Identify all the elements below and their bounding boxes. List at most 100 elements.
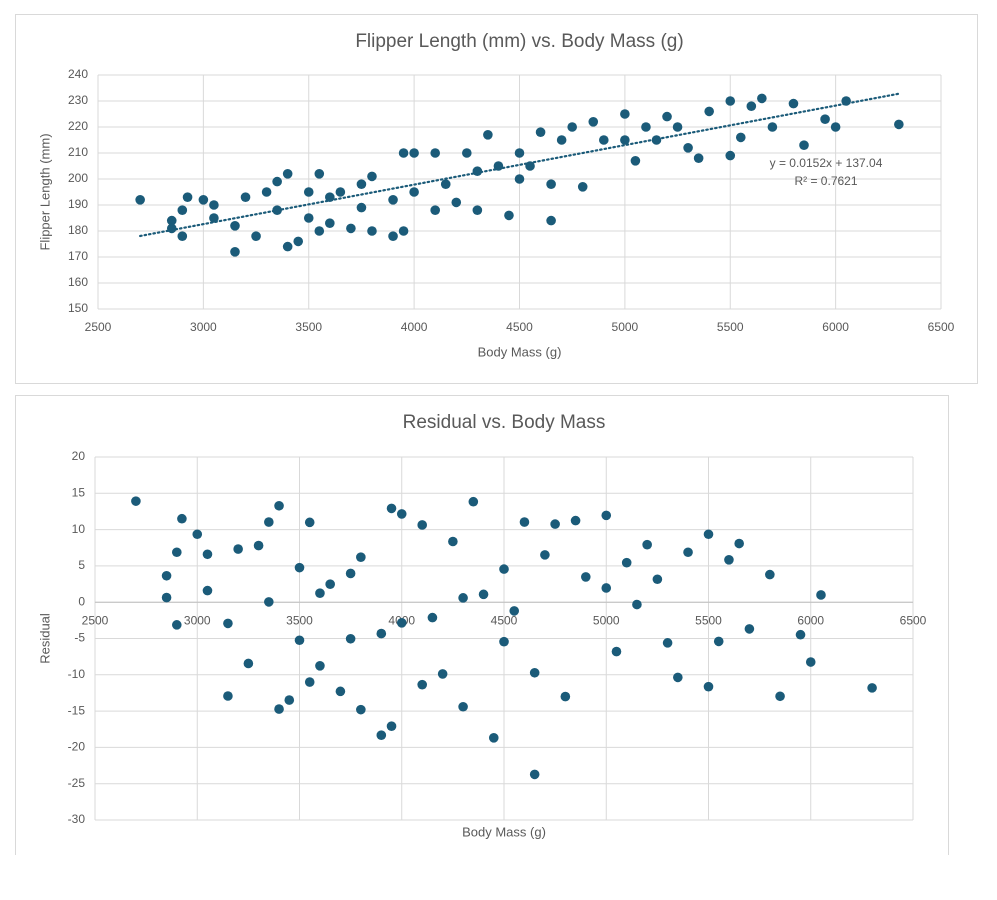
data-point — [356, 202, 367, 213]
y-tick-label: 200 — [68, 171, 88, 185]
data-point — [386, 721, 397, 732]
y-tick-label: -5 — [74, 631, 85, 645]
data-point — [703, 681, 714, 692]
y-tick-label: -10 — [68, 667, 86, 681]
data-point — [367, 171, 377, 182]
x-tick-label: 5500 — [717, 320, 744, 334]
data-point — [356, 179, 367, 189]
data-point — [570, 515, 581, 526]
data-point — [272, 176, 282, 187]
data-point — [314, 226, 325, 236]
data-point — [546, 215, 556, 226]
y-tick-label: -20 — [68, 740, 86, 754]
data-point — [356, 704, 366, 715]
data-point — [820, 114, 830, 124]
y-tick-label: -30 — [68, 812, 86, 826]
data-point — [588, 117, 599, 127]
data-point — [816, 590, 826, 600]
data-point — [166, 215, 177, 226]
data-point — [611, 646, 622, 657]
data-point — [325, 218, 335, 228]
data-point — [177, 205, 188, 215]
data-point — [462, 148, 472, 158]
x-tick-label: 3500 — [286, 613, 313, 627]
data-point — [641, 122, 651, 132]
data-point — [458, 593, 468, 603]
data-point — [652, 574, 663, 585]
data-point — [243, 658, 254, 669]
data-point — [161, 592, 172, 603]
data-point — [499, 564, 509, 574]
y-tick-label: 5 — [78, 558, 85, 572]
data-point — [493, 161, 504, 171]
data-point — [662, 638, 673, 648]
x-tick-label: 5000 — [612, 320, 639, 334]
data-point — [556, 135, 567, 145]
y-tick-label: 220 — [68, 119, 88, 133]
data-point — [799, 140, 809, 150]
data-point — [620, 135, 630, 145]
data-point — [223, 618, 233, 629]
data-point — [396, 509, 407, 519]
data-point — [546, 179, 556, 189]
data-point — [223, 691, 233, 701]
data-point — [841, 96, 851, 106]
data-point — [805, 657, 816, 667]
data-point — [440, 179, 451, 189]
data-point — [744, 624, 755, 634]
data-point — [734, 538, 744, 549]
trendline-equation: y = 0.0152x + 137.04 — [770, 156, 883, 170]
data-point — [620, 109, 630, 119]
y-tick-label: 10 — [72, 522, 86, 536]
data-point — [398, 226, 409, 236]
data-point — [535, 127, 546, 137]
data-point — [209, 200, 219, 210]
data-point — [767, 122, 778, 132]
data-point — [514, 174, 525, 184]
data-point — [504, 210, 514, 221]
data-point — [198, 195, 209, 205]
data-point — [409, 187, 419, 197]
data-point — [499, 636, 509, 647]
data-point — [315, 588, 325, 598]
x-axis-title: Body Mass (g) — [478, 344, 562, 359]
data-point — [448, 536, 458, 547]
data-point — [427, 612, 438, 623]
data-point — [272, 205, 282, 215]
data-point — [488, 733, 499, 743]
chart-frame — [15, 14, 978, 384]
chart-title: Residual vs. Body Mass — [403, 412, 606, 433]
data-point — [642, 539, 652, 550]
data-point — [284, 695, 295, 705]
data-point — [261, 187, 272, 197]
data-point — [417, 520, 428, 530]
data-point — [177, 513, 187, 524]
y-tick-label: 210 — [68, 145, 88, 159]
x-tick-label: 6500 — [900, 613, 927, 627]
data-point — [172, 547, 182, 558]
data-point — [662, 111, 672, 122]
data-point — [282, 241, 293, 252]
y-tick-label: 160 — [68, 275, 88, 289]
data-point — [483, 130, 493, 140]
data-point — [335, 187, 346, 197]
data-point — [251, 231, 261, 241]
data-point — [757, 93, 767, 104]
data-point — [540, 550, 550, 560]
y-tick-label: 15 — [72, 485, 86, 499]
data-point — [253, 540, 264, 551]
data-point — [601, 583, 612, 593]
data-point — [673, 672, 683, 683]
data-point — [788, 98, 799, 109]
data-point — [451, 197, 462, 208]
data-point — [472, 205, 483, 215]
y-tick-label: 0 — [78, 594, 85, 608]
y-axis-title: Flipper Length (mm) — [37, 133, 52, 250]
data-point — [765, 569, 775, 580]
data-point — [409, 148, 419, 158]
data-point — [345, 633, 356, 644]
chart-title: Flipper Length (mm) vs. Body Mass (g) — [355, 31, 683, 52]
data-point — [704, 106, 714, 117]
data-point — [775, 691, 785, 702]
